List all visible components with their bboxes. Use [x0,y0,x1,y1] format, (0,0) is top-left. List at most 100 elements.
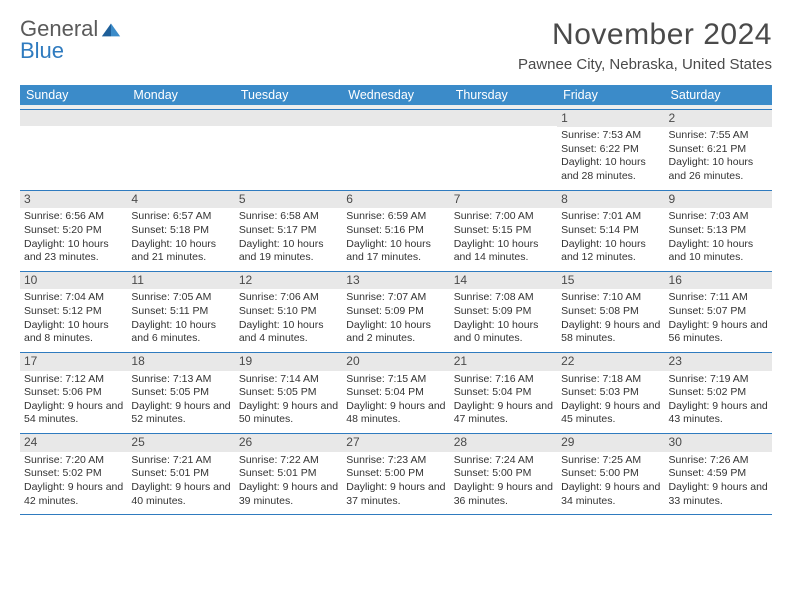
daylight-text: Daylight: 9 hours and 39 minutes. [239,481,338,508]
sunset-text: Sunset: 5:03 PM [561,386,660,400]
daylight-text: Daylight: 9 hours and 50 minutes. [239,400,338,427]
sunset-text: Sunset: 5:01 PM [131,467,230,481]
calendar-cell: 3Sunrise: 6:56 AMSunset: 5:20 PMDaylight… [20,190,127,271]
day-number: 18 [127,353,234,371]
sunrise-text: Sunrise: 7:05 AM [131,291,230,305]
sunset-text: Sunset: 5:16 PM [346,224,445,238]
sunrise-text: Sunrise: 7:20 AM [24,454,123,468]
sunset-text: Sunset: 5:05 PM [239,386,338,400]
calendar-cell [450,109,557,190]
sunset-text: Sunset: 5:04 PM [454,386,553,400]
sunset-text: Sunset: 5:07 PM [669,305,768,319]
calendar-cell: 11Sunrise: 7:05 AMSunset: 5:11 PMDayligh… [127,271,234,352]
day-number: 16 [665,272,772,290]
sunrise-text: Sunrise: 7:53 AM [561,129,660,143]
calendar-week: 10Sunrise: 7:04 AMSunset: 5:12 PMDayligh… [20,271,772,352]
day-number [127,110,234,126]
calendar-cell: 19Sunrise: 7:14 AMSunset: 5:05 PMDayligh… [235,352,342,433]
day-number: 25 [127,434,234,452]
sunrise-text: Sunrise: 6:57 AM [131,210,230,224]
day-number: 11 [127,272,234,290]
daylight-text: Daylight: 9 hours and 36 minutes. [454,481,553,508]
calendar-cell [127,109,234,190]
calendar-cell: 27Sunrise: 7:23 AMSunset: 5:00 PMDayligh… [342,434,449,515]
sunrise-text: Sunrise: 6:58 AM [239,210,338,224]
sunrise-text: Sunrise: 7:08 AM [454,291,553,305]
calendar-week: 3Sunrise: 6:56 AMSunset: 5:20 PMDaylight… [20,190,772,271]
calendar-cell [235,109,342,190]
daylight-text: Daylight: 9 hours and 43 minutes. [669,400,768,427]
sunset-text: Sunset: 4:59 PM [669,467,768,481]
day-number: 14 [450,272,557,290]
logo-triangle-icon [100,18,122,40]
day-number: 22 [557,353,664,371]
calendar-cell: 25 Sunrise: 7:21 AMSunset: 5:01 PMDayligh… [127,434,234,515]
sunrise-text: Sunrise: 6:59 AM [346,210,445,224]
calendar-table: SundayMondayTuesdayWednesdayThursdayFrid… [20,85,772,515]
calendar-cell: 16Sunrise: 7:11 AMSunset: 5:07 PMDayligh… [665,271,772,352]
sunrise-text: Sunrise: 7:26 AM [669,454,768,468]
calendar-cell: 10Sunrise: 7:04 AMSunset: 5:12 PMDayligh… [20,271,127,352]
sunrise-text: Sunrise: 7:03 AM [669,210,768,224]
day-number: 24 [20,434,127,452]
daylight-text: Daylight: 10 hours and 21 minutes. [131,238,230,265]
daylight-text: Daylight: 9 hours and 58 minutes. [561,319,660,346]
calendar-cell: 20Sunrise: 7:15 AMSunset: 5:04 PMDayligh… [342,352,449,433]
daylight-text: Daylight: 9 hours and 33 minutes. [669,481,768,508]
sunset-text: Sunset: 5:13 PM [669,224,768,238]
calendar-cell: 14Sunrise: 7:08 AMSunset: 5:09 PMDayligh… [450,271,557,352]
day-number [450,110,557,126]
logo-text: General Blue [20,18,98,62]
daylight-text: Daylight: 10 hours and 4 minutes. [239,319,338,346]
title-block: November 2024 Pawnee City, Nebraska, Uni… [518,18,772,73]
sunrise-text: Sunrise: 7:11 AM [669,291,768,305]
daylight-text: Daylight: 9 hours and 42 minutes. [24,481,123,508]
day-number: 13 [342,272,449,290]
weekday-header: Monday [127,85,234,105]
sunrise-text: Sunrise: 7:23 AM [346,454,445,468]
daylight-text: Daylight: 9 hours and 40 minutes. [131,481,230,508]
sunrise-text: Sunrise: 7:01 AM [561,210,660,224]
calendar-cell: 22Sunrise: 7:18 AMSunset: 5:03 PMDayligh… [557,352,664,433]
daylight-text: Daylight: 10 hours and 23 minutes. [24,238,123,265]
sunset-text: Sunset: 6:22 PM [561,143,660,157]
day-number: 6 [342,191,449,209]
day-number: 5 [235,191,342,209]
calendar-cell: 17Sunrise: 7:12 AMSunset: 5:06 PMDayligh… [20,352,127,433]
calendar-week: 17Sunrise: 7:12 AMSunset: 5:06 PMDayligh… [20,352,772,433]
day-number: 3 [20,191,127,209]
sunrise-text: Sunrise: 7:12 AM [24,373,123,387]
calendar-cell: 12Sunrise: 7:06 AMSunset: 5:10 PMDayligh… [235,271,342,352]
sunrise-text: Sunrise: 7:25 AM [561,454,660,468]
day-number: 27 [342,434,449,452]
calendar-header-row: SundayMondayTuesdayWednesdayThursdayFrid… [20,85,772,105]
daylight-text: Daylight: 10 hours and 26 minutes. [669,156,768,183]
day-number: 9 [665,191,772,209]
sunrise-text: Sunrise: 7:14 AM [239,373,338,387]
calendar-cell [342,109,449,190]
daylight-text: Daylight: 10 hours and 10 minutes. [669,238,768,265]
header: General Blue November 2024 Pawnee City, … [20,18,772,73]
sunrise-text: Sunrise: 7:19 AM [669,373,768,387]
day-number: 7 [450,191,557,209]
day-number: 12 [235,272,342,290]
calendar-cell: 26Sunrise: 7:22 AMSunset: 5:01 PMDayligh… [235,434,342,515]
daylight-text: Daylight: 9 hours and 48 minutes. [346,400,445,427]
daylight-text: Daylight: 10 hours and 19 minutes. [239,238,338,265]
sunset-text: Sunset: 5:05 PM [131,386,230,400]
daylight-text: Daylight: 9 hours and 56 minutes. [669,319,768,346]
sunrise-text: Sunrise: 7:21 AM [131,454,230,468]
sunrise-text: Sunrise: 7:16 AM [454,373,553,387]
calendar-cell: 9Sunrise: 7:03 AMSunset: 5:13 PMDaylight… [665,190,772,271]
calendar-cell: 28Sunrise: 7:24 AMSunset: 5:00 PMDayligh… [450,434,557,515]
sunset-text: Sunset: 5:09 PM [346,305,445,319]
calendar-cell: 1Sunrise: 7:53 AMSunset: 6:22 PMDaylight… [557,109,664,190]
day-number: 30 [665,434,772,452]
day-number: 28 [450,434,557,452]
weekday-header: Friday [557,85,664,105]
daylight-text: Daylight: 10 hours and 8 minutes. [24,319,123,346]
sunrise-text: Sunrise: 7:22 AM [239,454,338,468]
sunrise-text: Sunrise: 7:55 AM [669,129,768,143]
sunset-text: Sunset: 5:09 PM [454,305,553,319]
sunset-text: Sunset: 5:18 PM [131,224,230,238]
